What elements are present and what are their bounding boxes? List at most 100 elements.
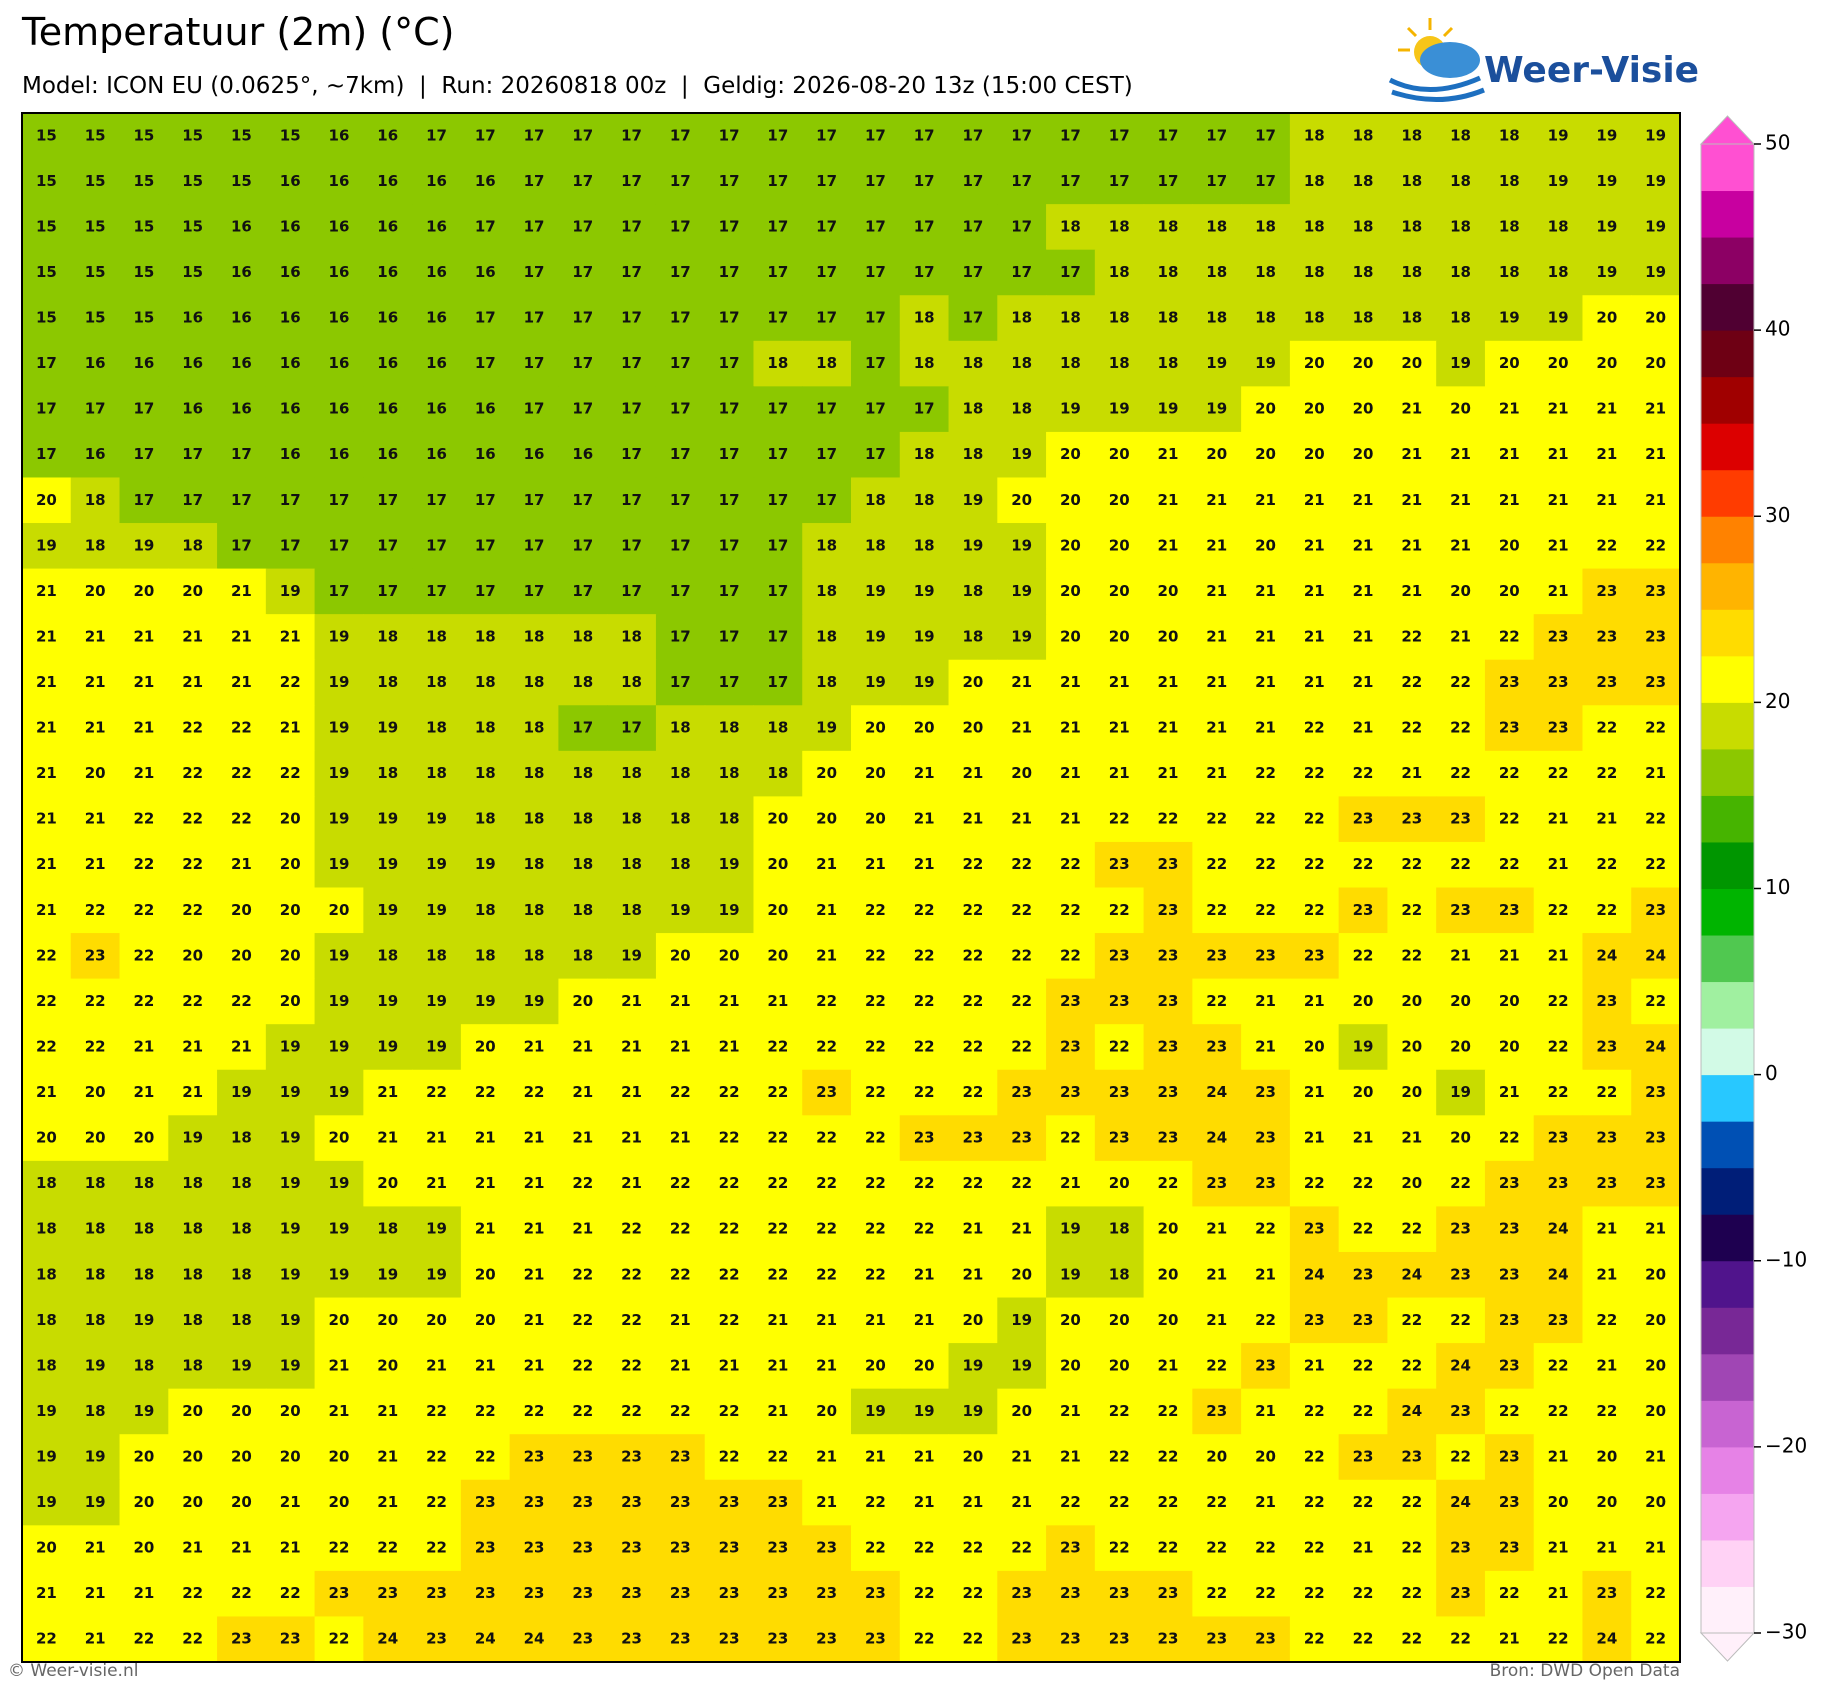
temp-label: 22 bbox=[1450, 1311, 1471, 1329]
temp-cell bbox=[460, 431, 511, 479]
temp-cell bbox=[607, 978, 657, 1025]
temp-cell bbox=[363, 659, 413, 706]
temp-cell bbox=[1582, 1024, 1632, 1071]
temp-label: 19 bbox=[377, 810, 398, 828]
temp-label: 21 bbox=[719, 1037, 740, 1055]
temp-cell bbox=[948, 1343, 998, 1390]
temp-label: 22 bbox=[719, 1447, 740, 1465]
temp-cell bbox=[704, 295, 755, 342]
temp-label: 17 bbox=[914, 217, 935, 235]
temp-label: 16 bbox=[377, 445, 398, 463]
temp-cell bbox=[217, 796, 267, 843]
temp-cell bbox=[655, 1115, 706, 1162]
temp-cell bbox=[1484, 431, 1535, 479]
temp-cell bbox=[70, 249, 121, 296]
temp-label: 18 bbox=[572, 627, 593, 645]
temp-label: 20 bbox=[85, 764, 106, 782]
temp-label: 22 bbox=[670, 1220, 691, 1238]
temp-label: 23 bbox=[1548, 673, 1569, 691]
colorbar-segment bbox=[1701, 237, 1754, 285]
temp-label: 20 bbox=[182, 582, 203, 600]
temp-cell bbox=[1631, 204, 1681, 251]
temp-label: 21 bbox=[182, 1083, 203, 1101]
temp-label: 22 bbox=[1158, 1174, 1179, 1192]
temp-cell bbox=[1338, 796, 1389, 843]
temp-label: 18 bbox=[475, 627, 496, 645]
temp-cell bbox=[948, 933, 998, 980]
temp-cell bbox=[168, 1570, 218, 1618]
temp-cell bbox=[851, 1297, 901, 1344]
temp-cell bbox=[1094, 1069, 1145, 1116]
temp-label: 18 bbox=[572, 764, 593, 782]
temp-cell bbox=[70, 796, 121, 843]
temp-cell bbox=[1046, 295, 1096, 342]
colorbar-segment bbox=[1701, 562, 1754, 610]
temp-cell bbox=[412, 1206, 462, 1253]
temp-label: 16 bbox=[329, 309, 350, 327]
temp-cell bbox=[1289, 1343, 1340, 1390]
temp-cell bbox=[1387, 386, 1437, 433]
temp-cell bbox=[704, 887, 755, 934]
temp-label: 17 bbox=[670, 673, 691, 691]
temp-label: 16 bbox=[426, 172, 447, 190]
colorbar-extend-bottom bbox=[1699, 1632, 1756, 1662]
temp-cell bbox=[851, 1069, 901, 1116]
temp-cell bbox=[1338, 933, 1389, 980]
temp-label: 17 bbox=[1158, 126, 1179, 144]
temp-label: 22 bbox=[767, 1174, 788, 1192]
temp-label: 21 bbox=[182, 673, 203, 691]
temp-label: 19 bbox=[1548, 309, 1569, 327]
temp-cell bbox=[509, 568, 560, 615]
temp-cell bbox=[1631, 750, 1681, 797]
temp-label: 23 bbox=[816, 1083, 837, 1101]
temp-cell bbox=[1582, 249, 1632, 296]
temp-label: 22 bbox=[1158, 1447, 1179, 1465]
temp-cell bbox=[265, 1251, 316, 1299]
temp-cell bbox=[948, 1616, 998, 1663]
temp-label: 22 bbox=[1499, 855, 1520, 873]
temp-label: 22 bbox=[865, 1174, 886, 1192]
temp-cell bbox=[412, 887, 462, 934]
temp-cell bbox=[802, 796, 852, 843]
temp-cell bbox=[70, 204, 121, 251]
temp-label: 17 bbox=[524, 491, 545, 509]
temp-label: 21 bbox=[36, 582, 57, 600]
temp-label: 22 bbox=[1060, 855, 1081, 873]
temp-cell bbox=[1192, 1069, 1242, 1116]
temp-cell bbox=[314, 249, 364, 296]
temp-cell bbox=[802, 978, 852, 1025]
temp-cell bbox=[1484, 1388, 1535, 1435]
temp-cell bbox=[22, 1479, 72, 1526]
temp-cell bbox=[802, 659, 852, 706]
temp-cell bbox=[558, 841, 608, 889]
temp-cell bbox=[1582, 1570, 1632, 1618]
temp-label: 17 bbox=[1011, 126, 1032, 144]
temp-cell bbox=[851, 1570, 901, 1618]
temp-cell bbox=[509, 204, 560, 251]
temp-cell bbox=[558, 1297, 608, 1344]
temp-label: 21 bbox=[1206, 536, 1227, 554]
temp-label: 20 bbox=[280, 946, 301, 964]
temp-cell bbox=[704, 1024, 755, 1071]
temp-label: 23 bbox=[767, 1584, 788, 1602]
temp-cell bbox=[314, 1616, 364, 1663]
temp-label: 22 bbox=[1109, 1037, 1130, 1055]
temp-cell bbox=[753, 1570, 803, 1618]
temp-cell bbox=[412, 568, 462, 615]
temp-label: 22 bbox=[1353, 1630, 1374, 1648]
temp-label: 16 bbox=[280, 354, 301, 372]
temp-label: 22 bbox=[1499, 627, 1520, 645]
temp-label: 18 bbox=[182, 1220, 203, 1238]
temp-cell bbox=[412, 1388, 462, 1435]
temp-label: 22 bbox=[1450, 1447, 1471, 1465]
temp-label: 20 bbox=[1353, 992, 1374, 1010]
logo: Weer-Visie bbox=[1388, 18, 1699, 102]
temp-label: 21 bbox=[1401, 400, 1422, 418]
temp-cell bbox=[1046, 705, 1096, 752]
temp-cell bbox=[655, 933, 706, 980]
temp-cell bbox=[460, 1388, 511, 1435]
temp-label: 21 bbox=[1011, 1220, 1032, 1238]
temp-cell bbox=[363, 1525, 413, 1572]
temp-cell bbox=[265, 614, 316, 661]
temp-cell bbox=[265, 1343, 316, 1390]
